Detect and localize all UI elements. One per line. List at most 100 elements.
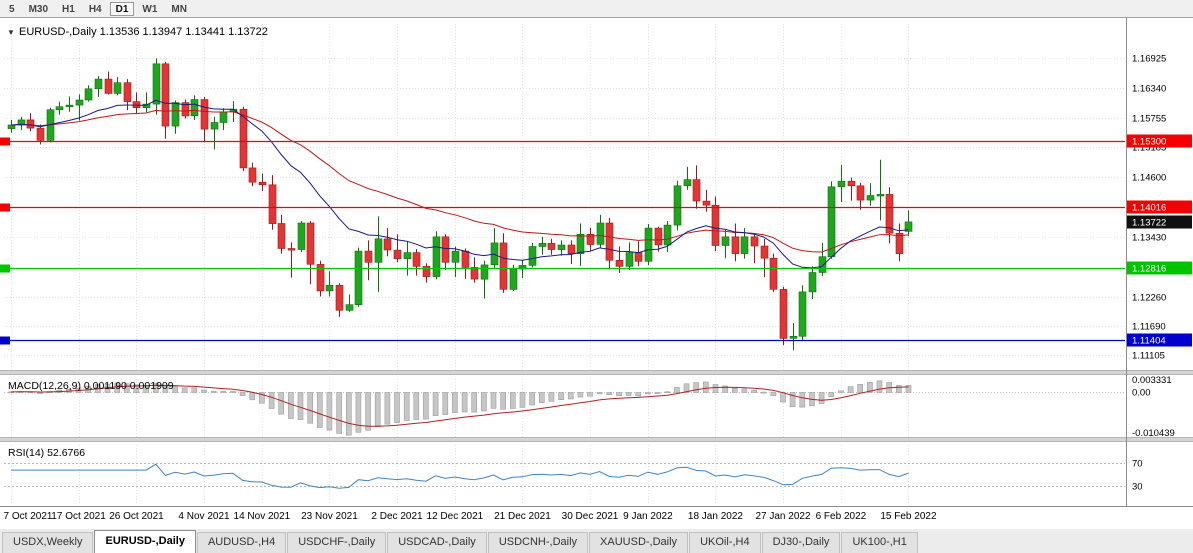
candle-body <box>904 221 913 232</box>
macd-bar <box>509 392 516 409</box>
chart-tab-usdcnh[interactable]: USDCNH-,Daily <box>487 532 589 553</box>
candle-body <box>7 124 16 129</box>
macd-bar <box>645 392 651 395</box>
macd-bar <box>606 392 613 396</box>
timeframe-button-h4[interactable]: H4 <box>88 3 102 15</box>
chart-tab-eurusd[interactable]: EURUSD-,Daily <box>94 530 196 553</box>
candle-body <box>383 238 392 251</box>
level-price-badge <box>1127 333 1192 347</box>
date-axis-label: 12 Dec 2021 <box>427 511 484 522</box>
candle-body <box>306 222 315 265</box>
date-axis-label: 21 Dec 2021 <box>494 511 551 522</box>
chart-tab-audusd[interactable]: AUDUSD-,H4 <box>196 532 287 553</box>
macd-bar <box>500 392 507 410</box>
macd-axis-label: 0.003331 <box>1132 375 1172 386</box>
price-axis-label: 1.12260 <box>1132 293 1166 304</box>
chart-tab-ukoil[interactable]: UKOil-,H4 <box>689 532 761 553</box>
macd-bar <box>394 392 400 423</box>
candle-body <box>123 82 132 102</box>
macd-bar <box>577 392 584 398</box>
chart-window[interactable]: 1.16925 1.16340 1.15755 1.15185 1.14600 1.134… <box>0 17 1193 529</box>
moving-average-slow <box>10 109 909 253</box>
candle-body <box>171 102 180 127</box>
chart-tab-usdchf[interactable]: USDCHF-,Daily <box>287 532 387 553</box>
chart-canvas[interactable]: 1.16925 1.16340 1.15755 1.15185 1.14600 1.134… <box>0 18 1193 529</box>
candle-body <box>654 227 663 246</box>
macd-bar <box>345 392 352 436</box>
candle-body <box>258 181 267 186</box>
date-axis-label: 15 Feb 2022 <box>880 511 937 522</box>
date-axis-label: 7 Oct 2021 <box>4 511 53 522</box>
candle-body <box>451 250 460 263</box>
candle-body <box>152 63 161 105</box>
candle-body <box>316 264 325 292</box>
macd-bar <box>654 392 661 394</box>
chart-tab-dj30[interactable]: DJ30-,Daily <box>761 532 841 553</box>
price-axis-label: 1.11690 <box>1132 322 1166 333</box>
macd-bar <box>153 382 159 393</box>
macd-bar <box>307 392 314 424</box>
macd-title: MACD(12,26,9) 0.001190 0.001909 <box>8 380 174 392</box>
candle-body <box>104 78 113 94</box>
candle-body <box>837 180 846 188</box>
date-axis-label: 14 Nov 2021 <box>234 511 291 522</box>
moving-average-fast <box>10 99 909 269</box>
timeframe-button-w1[interactable]: W1 <box>142 3 158 15</box>
chart-background <box>0 18 1193 529</box>
timeframe-button-h1[interactable]: H1 <box>62 3 75 15</box>
candle-body <box>567 244 576 254</box>
macd-bar <box>529 392 535 406</box>
symbol-dropdown-icon: ▼ <box>7 28 15 37</box>
macd-bar <box>519 392 526 408</box>
candle-body <box>557 244 566 250</box>
candle-body <box>94 78 103 90</box>
macd-bar <box>191 387 198 393</box>
candle-body <box>509 268 518 290</box>
candlestick-series <box>7 58 913 351</box>
chart-tab-usdcad[interactable]: USDCAD-,Daily <box>387 532 487 553</box>
macd-bar <box>461 392 468 413</box>
chart-tab-uk100[interactable]: UK100-,H1 <box>841 532 918 553</box>
candle-body <box>596 222 605 245</box>
candle-body <box>75 99 84 106</box>
macd-bar <box>664 391 671 394</box>
macd-bar <box>538 392 545 403</box>
rsi-axis-label: 30 <box>1132 482 1143 493</box>
candle-body <box>779 289 788 339</box>
macd-bar <box>770 392 777 397</box>
candle-body <box>181 102 190 117</box>
timeframe-button-m30[interactable]: M30 <box>28 3 49 15</box>
macd-bar <box>326 392 333 431</box>
macd-bar <box>712 384 719 393</box>
chart-tab-xauusd[interactable]: XAUUSD-,Daily <box>589 532 689 553</box>
pane-separator-1[interactable] <box>0 370 1193 375</box>
date-axis-label: 9 Jan 2022 <box>623 511 673 522</box>
macd-bar <box>133 384 140 393</box>
date-axis-label: 6 Feb 2022 <box>816 511 867 522</box>
date-axis-label: 27 Jan 2022 <box>755 511 810 522</box>
candle-body <box>876 194 885 197</box>
candle-body <box>702 200 711 206</box>
macd-bar <box>616 392 622 397</box>
candle-body <box>847 180 856 187</box>
macd-bar <box>625 392 632 396</box>
pane-separator-2[interactable] <box>0 437 1193 442</box>
macd-bar <box>799 392 806 408</box>
date-axis-label: 18 Jan 2022 <box>688 511 743 522</box>
candle-body <box>711 204 720 246</box>
timeframe-button-d1[interactable]: D1 <box>109 1 135 16</box>
timeframe-button-5[interactable]: 5 <box>9 3 15 15</box>
candle-body <box>374 238 383 263</box>
candle-body <box>808 272 817 293</box>
timeframe-button-mn[interactable]: MN <box>171 3 187 15</box>
macd-bar <box>316 392 323 428</box>
macd-histogram <box>8 380 912 436</box>
candle-body <box>731 236 740 254</box>
candle-body <box>490 242 499 266</box>
candle-body <box>412 252 421 267</box>
candle-body <box>634 252 643 262</box>
chart-tab-usdx[interactable]: USDX,Weekly <box>2 532 94 553</box>
candle-body <box>26 119 35 129</box>
candle-body <box>663 224 672 246</box>
macd-bar <box>442 392 449 415</box>
